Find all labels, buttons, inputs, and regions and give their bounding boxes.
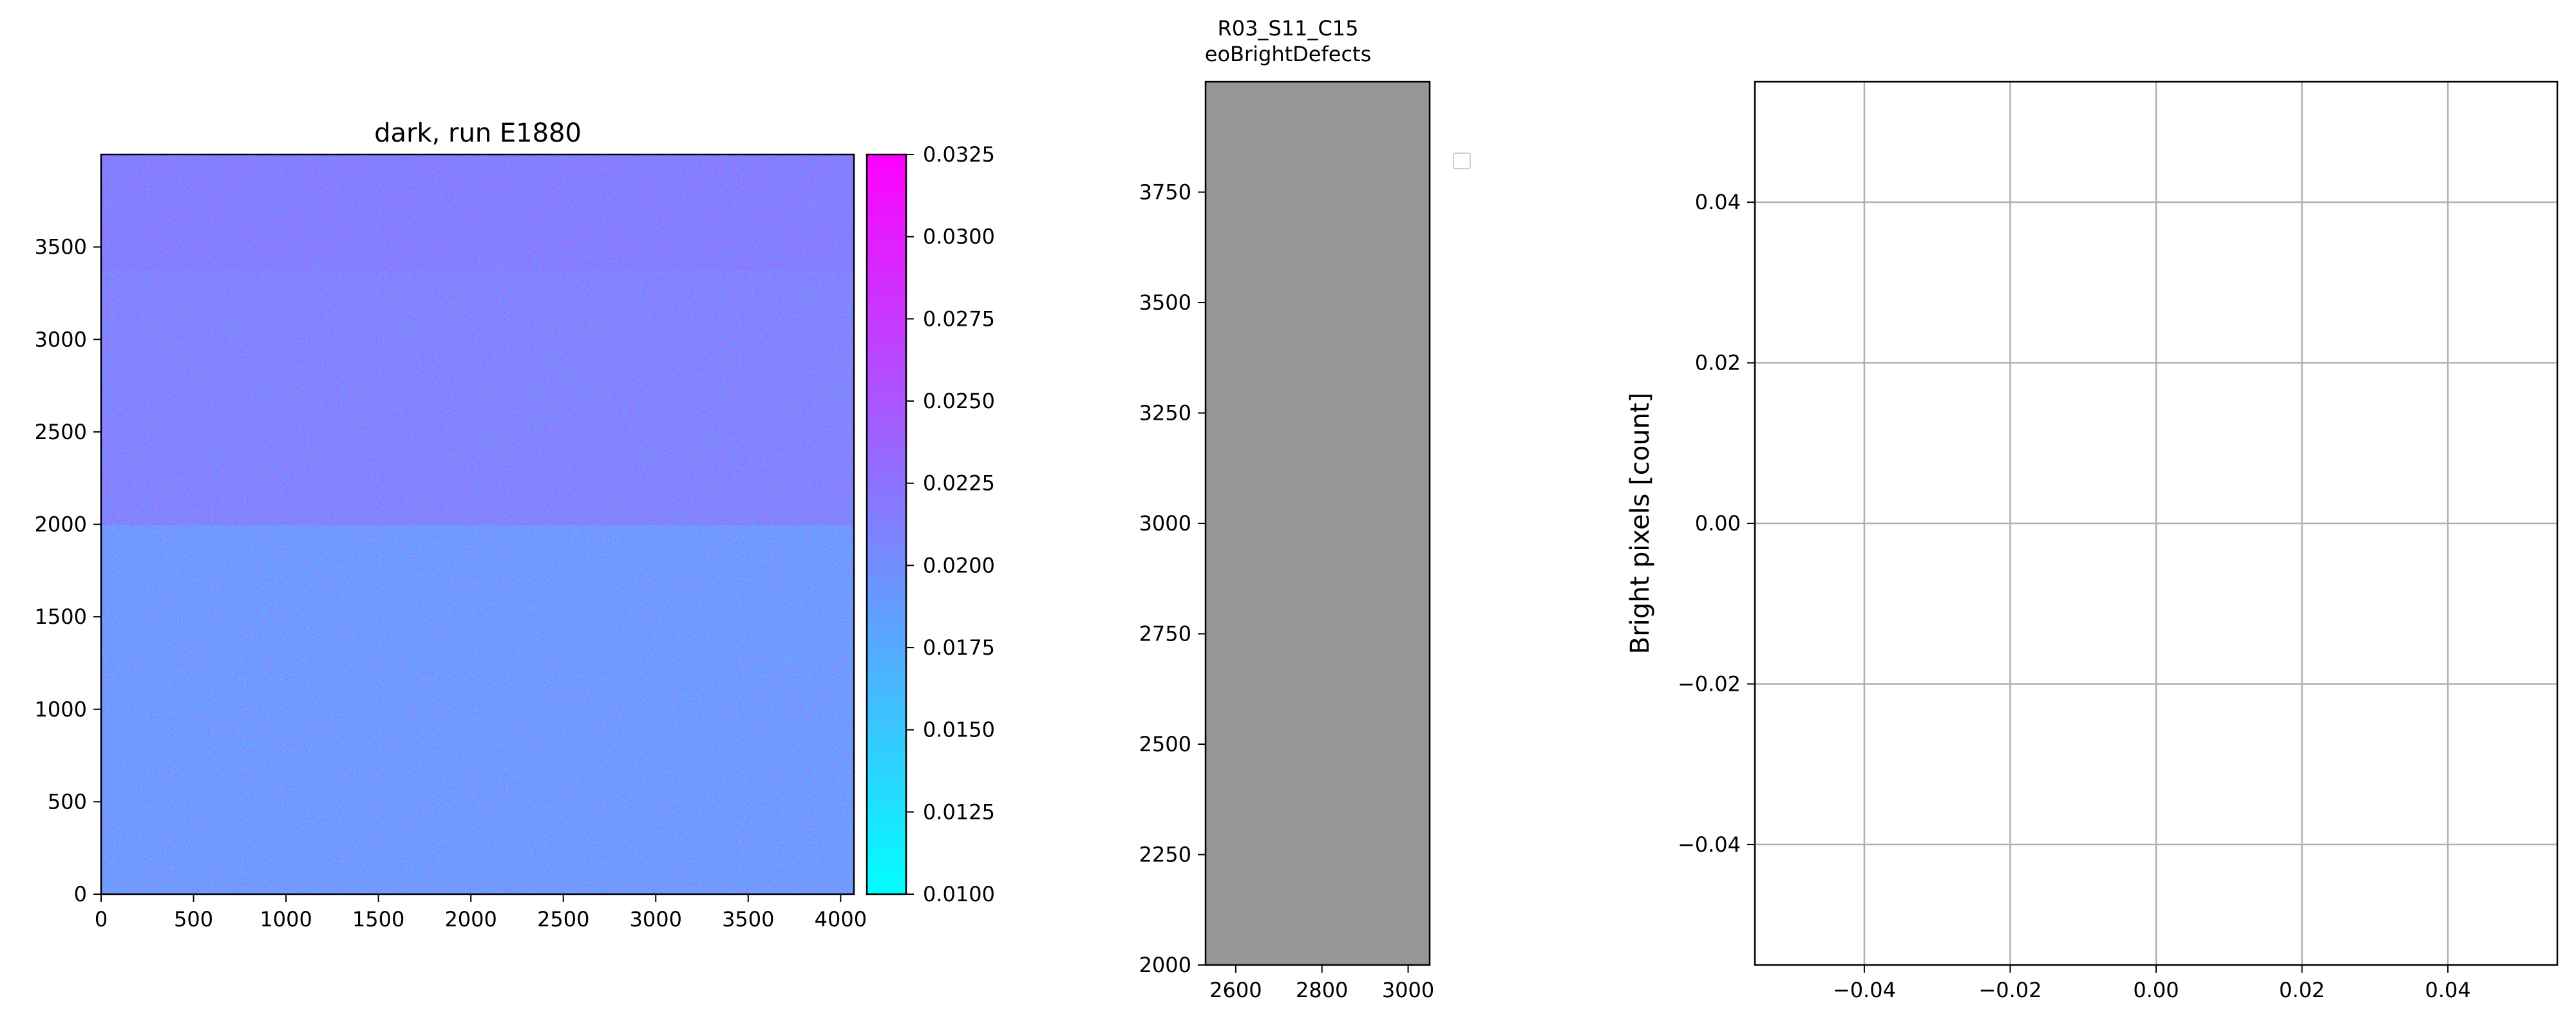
- bright-pixels-x-tick-label: −0.04: [1833, 978, 1896, 1002]
- bright-pixels-x-tick-label: 0.00: [2133, 978, 2179, 1002]
- colorbar-tick-label: 0.0125: [923, 800, 995, 824]
- bright-pixels-y-axis: −0.04 −0.02 0.00 0.02 0.04: [1678, 190, 1755, 857]
- bright-pixels-y-tick-label: 0.00: [1695, 511, 1741, 536]
- bright-pixels-y-tick-label: −0.02: [1678, 671, 1741, 696]
- bright-pixels-y-label: Bright pixels [count]: [1625, 393, 1655, 654]
- dark-image-y-axis: 0 500 1000 1500 2000 2500 3000 3500: [35, 235, 101, 906]
- bright-defects-y-tick-label: 3000: [1139, 511, 1191, 536]
- dark-image-x-tick-label: 4000: [815, 907, 867, 932]
- dark-image-x-tick-label: 2500: [537, 907, 589, 932]
- colorbar-tick-label: 0.0250: [923, 389, 995, 413]
- colorbar-gradient: [867, 154, 906, 894]
- colorbar-axis: 0.0100 0.0125 0.0150 0.0175 0.0200 0.0225 0.02…: [906, 142, 995, 906]
- colorbar-tick-label: 0.0200: [923, 553, 995, 577]
- dark-image-x-tick-label: 1000: [260, 907, 312, 932]
- bright-defects-y-tick-label: 2250: [1139, 843, 1191, 867]
- bright-pixels-x-tick-label: 0.04: [2425, 978, 2470, 1002]
- dark-image-plot-area: [101, 154, 854, 894]
- dark-image-panel: dark, run E1880 0 500 1000 1500 2000 2500 3000…: [35, 118, 995, 932]
- bright-defects-y-tick-label: 2750: [1139, 622, 1191, 646]
- colorbar-tick-label: 0.0275: [923, 306, 995, 331]
- colorbar-tick-label: 0.0300: [923, 225, 995, 249]
- bright-pixels-y-tick-label: 0.02: [1695, 351, 1741, 375]
- bright-defects-x-tick-label: 3000: [1382, 978, 1434, 1002]
- dark-image-noise-cyan: [101, 154, 854, 894]
- bright-defects-y-axis: 2000 2250 2500 2750 3000 3250 3500 3750: [1139, 180, 1206, 977]
- colorbar-tick-label: 0.0225: [923, 471, 995, 496]
- dark-image-x-tick-label: 1500: [352, 907, 404, 932]
- bright-defects-x-tick-label: 2800: [1296, 978, 1348, 1002]
- bright-defects-y-tick-label: 3750: [1139, 180, 1191, 205]
- dark-image-y-tick-label: 3500: [35, 235, 87, 259]
- dark-image-x-tick-label: 2000: [444, 907, 497, 932]
- colorbar-frame: [866, 153, 907, 895]
- dark-image-x-tick-label: 0: [95, 907, 108, 932]
- bright-defects-image: [1206, 82, 1430, 965]
- colorbar-tick-label: 0.0150: [923, 718, 995, 742]
- bright-pixels-y-tick-label: 0.04: [1695, 190, 1741, 214]
- bright-defects-empty-legend: [1453, 153, 1471, 169]
- dark-image-x-tick-label: 3000: [630, 907, 682, 932]
- colorbar-tick-label: 0.0175: [923, 635, 995, 660]
- bright-defects-y-tick-label: 3250: [1139, 401, 1191, 426]
- bright-pixels-y-tick-label: −0.04: [1678, 832, 1741, 857]
- dark-image-x-tick-label: 3500: [722, 907, 774, 932]
- dark-image-y-tick-label: 1000: [35, 697, 87, 722]
- bright-pixels-grid: [1755, 82, 2557, 965]
- dark-image-y-tick-label: 2500: [35, 420, 87, 444]
- bright-defects-title-line1: R03_S11_C15: [1217, 16, 1358, 41]
- dark-image-y-tick-label: 3000: [35, 327, 87, 351]
- bright-pixels-x-tick-label: −0.02: [1978, 978, 2041, 1002]
- bright-defects-y-tick-label: 2500: [1139, 732, 1191, 756]
- bright-defects-y-tick-label: 2000: [1139, 953, 1191, 977]
- colorbar-tick-label: 0.0100: [923, 882, 995, 906]
- bright-defects-panel: R03_S11_C15 eoBrightDefects 2600 2800 3000…: [1139, 16, 1471, 1002]
- dark-image-x-axis: 0 500 1000 1500 2000 2500 3000 3500 4000: [95, 894, 867, 932]
- dark-image-title: dark, run E1880: [374, 118, 582, 148]
- bright-pixels-panel: −0.04 −0.02 0.00 0.02 0.04 −0.04 −0.02 0.00 0.0…: [1625, 80, 2559, 1002]
- dark-image-y-tick-label: 0: [74, 882, 87, 906]
- bright-pixels-x-tick-label: 0.02: [2279, 978, 2325, 1002]
- dark-image-x-tick-label: 500: [174, 907, 213, 932]
- dark-image-y-tick-label: 2000: [35, 512, 87, 537]
- bright-defects-x-axis: 2600 2800 3000: [1209, 965, 1434, 1002]
- bright-defects-y-tick-label: 3500: [1139, 290, 1191, 315]
- bright-pixels-x-axis: −0.04 −0.02 0.00 0.02 0.04: [1833, 965, 2471, 1002]
- bright-defects-title-line2: eoBrightDefects: [1205, 42, 1372, 66]
- dark-image-y-tick-label: 1500: [35, 604, 87, 629]
- dark-image-y-tick-label: 500: [48, 789, 87, 814]
- colorbar-tick-label: 0.0325: [923, 142, 995, 167]
- bright-defects-x-tick-label: 2600: [1209, 978, 1262, 1002]
